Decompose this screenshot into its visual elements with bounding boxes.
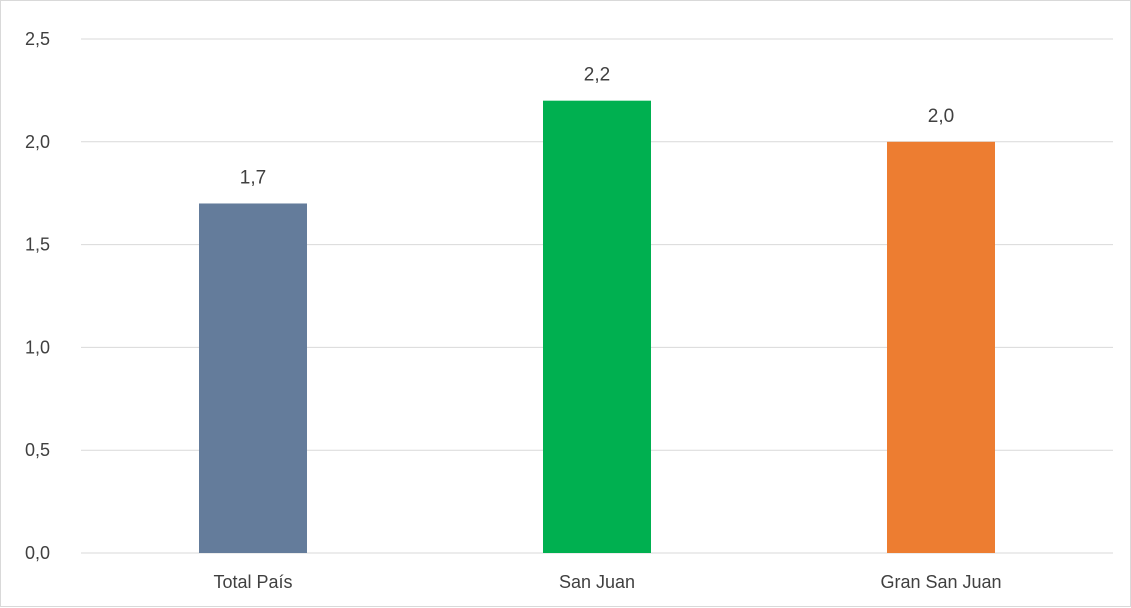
data-labels: 1,7 2,2 2,0 xyxy=(240,65,954,189)
category-label: San Juan xyxy=(559,572,635,592)
y-tick-label: 1,5 xyxy=(25,235,50,255)
bar xyxy=(199,203,307,554)
category-label: Total País xyxy=(213,572,292,592)
y-tick-label: 1,0 xyxy=(25,337,50,357)
bar xyxy=(543,100,651,554)
y-tick-label: 2,0 xyxy=(25,132,50,152)
y-tick-label: 2,5 xyxy=(25,29,50,49)
data-label: 2,0 xyxy=(928,106,954,127)
bars xyxy=(199,100,995,554)
data-label: 2,2 xyxy=(584,65,610,86)
data-label: 1,7 xyxy=(240,167,266,188)
bar xyxy=(887,141,995,554)
x-axis-categories: Total País San Juan Gran San Juan xyxy=(213,572,1001,592)
category-label: Gran San Juan xyxy=(880,572,1001,592)
y-axis-ticks: 0,0 0,5 1,0 1,5 2,0 2,5 xyxy=(25,29,50,563)
y-tick-label: 0,5 xyxy=(25,440,50,460)
y-tick-label: 0,0 xyxy=(25,543,50,563)
